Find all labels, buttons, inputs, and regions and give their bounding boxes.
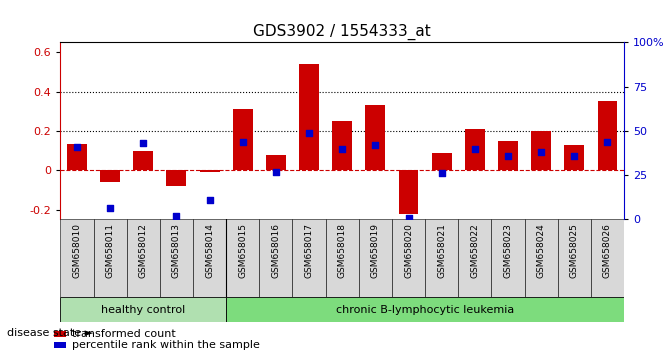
Bar bbox=[431, 153, 452, 170]
Text: healthy control: healthy control bbox=[101, 305, 185, 315]
Bar bbox=[564, 145, 584, 170]
Point bbox=[436, 171, 447, 176]
Text: GSM658023: GSM658023 bbox=[503, 223, 513, 278]
Text: GSM658020: GSM658020 bbox=[404, 223, 413, 278]
Point bbox=[370, 142, 380, 148]
Text: GSM658016: GSM658016 bbox=[271, 223, 280, 278]
Text: percentile rank within the sample: percentile rank within the sample bbox=[72, 340, 260, 350]
Bar bbox=[54, 331, 66, 337]
Bar bbox=[525, 219, 558, 297]
Bar bbox=[160, 219, 193, 297]
Bar bbox=[531, 131, 551, 170]
Text: GSM658011: GSM658011 bbox=[105, 223, 115, 278]
Bar bbox=[127, 219, 160, 297]
Point bbox=[503, 153, 513, 159]
Bar bbox=[425, 219, 458, 297]
Point bbox=[171, 213, 182, 219]
Bar bbox=[498, 141, 518, 170]
Point bbox=[569, 153, 580, 159]
Point bbox=[470, 146, 480, 152]
Point bbox=[138, 141, 149, 146]
Text: GSM658015: GSM658015 bbox=[238, 223, 247, 278]
Point bbox=[602, 139, 613, 144]
Bar bbox=[100, 170, 120, 182]
Bar bbox=[458, 219, 491, 297]
Bar bbox=[491, 219, 525, 297]
Text: GSM658019: GSM658019 bbox=[371, 223, 380, 278]
Text: GSM658017: GSM658017 bbox=[305, 223, 313, 278]
Text: GSM658010: GSM658010 bbox=[72, 223, 81, 278]
Bar bbox=[54, 342, 66, 348]
Bar bbox=[166, 170, 187, 186]
Point bbox=[337, 146, 348, 152]
Bar bbox=[293, 219, 325, 297]
Text: GSM658022: GSM658022 bbox=[470, 223, 479, 278]
Bar bbox=[392, 219, 425, 297]
Bar bbox=[226, 219, 259, 297]
Bar bbox=[226, 297, 624, 322]
Text: transformed count: transformed count bbox=[72, 329, 176, 339]
Text: GSM658025: GSM658025 bbox=[570, 223, 579, 278]
Text: GSM658024: GSM658024 bbox=[537, 223, 546, 278]
Text: GSM658013: GSM658013 bbox=[172, 223, 181, 278]
Text: GSM658026: GSM658026 bbox=[603, 223, 612, 278]
Title: GDS3902 / 1554333_at: GDS3902 / 1554333_at bbox=[254, 23, 431, 40]
Bar bbox=[259, 219, 293, 297]
Text: GSM658021: GSM658021 bbox=[437, 223, 446, 278]
Bar bbox=[558, 219, 591, 297]
Point bbox=[535, 149, 546, 155]
Bar bbox=[193, 219, 226, 297]
Bar bbox=[233, 109, 253, 170]
Bar bbox=[299, 64, 319, 170]
Bar bbox=[60, 219, 93, 297]
Bar bbox=[366, 105, 385, 170]
Point bbox=[105, 205, 115, 211]
Bar bbox=[200, 170, 219, 172]
Bar bbox=[465, 129, 484, 170]
Text: GSM658012: GSM658012 bbox=[139, 223, 148, 278]
Bar bbox=[591, 219, 624, 297]
Point bbox=[403, 215, 414, 221]
Bar bbox=[134, 151, 153, 170]
Bar bbox=[597, 102, 617, 170]
Bar bbox=[60, 297, 226, 322]
Text: GSM658014: GSM658014 bbox=[205, 223, 214, 278]
Point bbox=[204, 197, 215, 203]
Text: chronic B-lymphocytic leukemia: chronic B-lymphocytic leukemia bbox=[336, 305, 514, 315]
Text: disease state ►: disease state ► bbox=[7, 328, 93, 338]
Bar bbox=[93, 219, 127, 297]
Point bbox=[72, 144, 83, 150]
Text: GSM658018: GSM658018 bbox=[338, 223, 347, 278]
Bar bbox=[399, 170, 419, 213]
Bar bbox=[332, 121, 352, 170]
Bar bbox=[67, 144, 87, 170]
Bar bbox=[325, 219, 359, 297]
Point bbox=[270, 169, 281, 175]
Bar bbox=[266, 155, 286, 170]
Point bbox=[304, 130, 315, 136]
Bar bbox=[359, 219, 392, 297]
Point bbox=[238, 139, 248, 144]
